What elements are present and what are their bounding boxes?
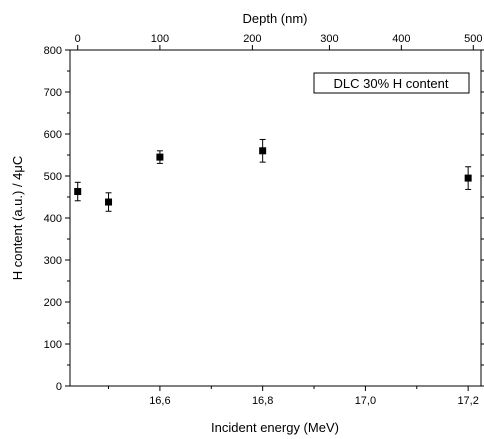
data-marker <box>105 198 113 206</box>
legend-box <box>313 72 470 94</box>
y-tick-label: 300 <box>44 255 62 267</box>
top-tick-label: 100 <box>151 33 169 45</box>
data-points <box>74 138 472 212</box>
y-axis-title: H content (a.u.) / 4μC <box>10 156 25 281</box>
legend: DLC 30% H content <box>313 72 470 94</box>
top-tick-label: 400 <box>392 33 410 45</box>
data-point <box>74 181 82 202</box>
y-tick-label: 800 <box>44 45 62 57</box>
data-point <box>259 138 267 163</box>
plot-frame <box>69 49 482 387</box>
y-tick-label: 400 <box>44 213 62 225</box>
legend-label: DLC 30% H content <box>334 76 449 91</box>
y-tick-label: 600 <box>44 129 62 141</box>
data-marker <box>259 147 267 155</box>
x-tick-label: 17,0 <box>355 395 376 407</box>
y-tick-label: 500 <box>44 171 62 183</box>
data-marker <box>464 174 472 182</box>
bottom-axis-ticks: 16,6 16,8 17,0 17,2 <box>108 386 479 407</box>
y-tick-label: 100 <box>44 339 62 351</box>
top-tick-label: 0 <box>75 33 81 45</box>
top-tick-label: 300 <box>320 33 338 45</box>
x-tick-label: 16,6 <box>149 395 170 407</box>
data-marker <box>156 153 164 161</box>
data-point <box>464 166 472 190</box>
data-point <box>156 150 164 164</box>
x-axis-title: Incident energy (MeV) <box>211 420 339 435</box>
top-tick-label: 200 <box>243 33 261 45</box>
top-axis-title: Depth (nm) <box>242 11 307 26</box>
y-tick-label: 0 <box>56 381 62 393</box>
y-tick-label: 200 <box>44 297 62 309</box>
top-axis-ticks: 0 100 200 300 400 500 <box>75 33 482 50</box>
y-tick-label: 700 <box>44 87 62 99</box>
data-point <box>105 192 113 212</box>
data-marker <box>74 188 82 196</box>
top-tick-label: 500 <box>464 33 482 45</box>
x-tick-label: 16,8 <box>252 395 273 407</box>
x-tick-label: 17,2 <box>457 395 478 407</box>
left-axis-ticks: 0 100 200 300 400 500 600 700 800 <box>44 45 70 393</box>
